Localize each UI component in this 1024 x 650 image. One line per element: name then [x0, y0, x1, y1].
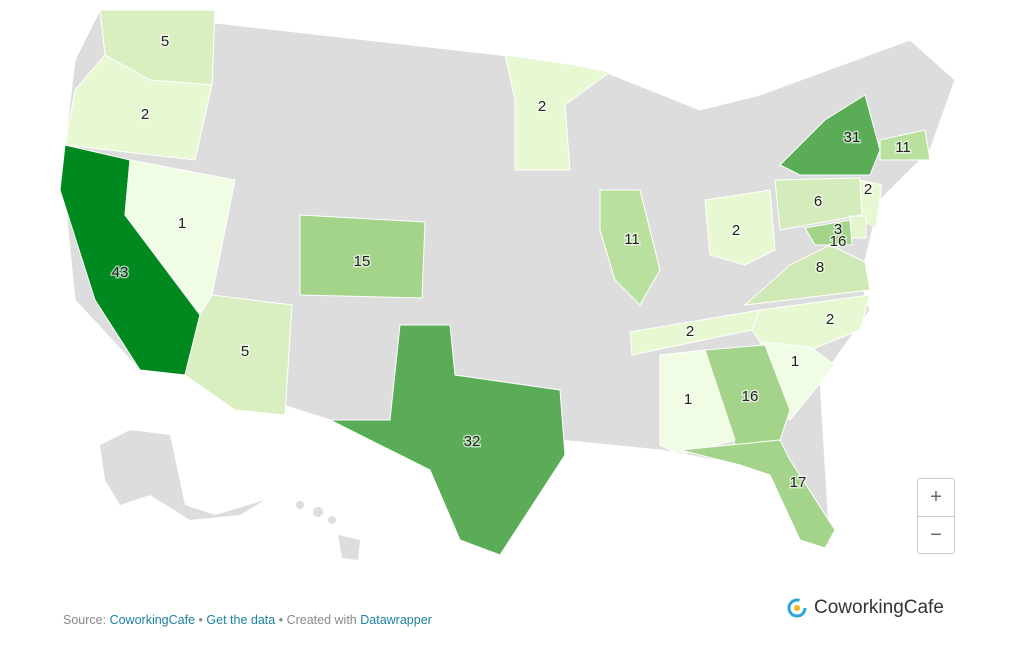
region [849, 215, 867, 239]
footer: Source: CoworkingCafe • Get the data • C… [63, 613, 432, 627]
region [743, 244, 871, 306]
alaska [100, 430, 265, 520]
region [64, 54, 213, 161]
region-label: 32 [464, 433, 481, 450]
region [329, 324, 566, 556]
region-label: 17 [790, 474, 807, 491]
region-label: 16 [742, 388, 759, 405]
region-label: 2 [141, 106, 149, 123]
created-label: Created with [286, 613, 357, 627]
zoom-out-button[interactable]: − [918, 516, 954, 554]
region-label: 5 [241, 343, 249, 360]
data-link[interactable]: Get the data [206, 613, 276, 627]
region [504, 54, 612, 171]
region-label: 5 [161, 33, 169, 50]
region-label: 15 [354, 253, 371, 270]
separator: • [198, 613, 203, 627]
region-label: 6 [814, 193, 822, 210]
region-label: 3 [834, 221, 842, 238]
region-label: 2 [864, 181, 872, 198]
region-label: 1 [791, 353, 799, 370]
region [679, 439, 836, 549]
region [804, 219, 853, 246]
region [184, 294, 293, 416]
region-label: 2 [732, 222, 740, 239]
region-label: 43 [112, 264, 129, 281]
region [124, 159, 236, 313]
region-label: 16 [830, 233, 847, 250]
region [879, 129, 931, 161]
logo: CoworkingCafe [786, 597, 944, 619]
region [599, 189, 661, 306]
separator: • [278, 613, 284, 627]
region-label: 1 [178, 215, 186, 232]
region-label: 11 [895, 139, 911, 156]
regions [59, 9, 931, 556]
logo-icon [787, 598, 807, 618]
zoom-in-button[interactable]: + [930, 486, 942, 508]
region-label: 2 [826, 311, 834, 328]
region-label: 1 [684, 391, 692, 408]
region [299, 214, 426, 299]
tool-link[interactable]: Datawrapper [360, 613, 432, 627]
source-label: Source: [63, 613, 107, 627]
logo-text: CoworkingCafe [814, 597, 944, 618]
region-label: 8 [816, 259, 824, 276]
region [704, 189, 776, 266]
source-link[interactable]: CoworkingCafe [109, 613, 196, 627]
region-label: 31 [844, 129, 861, 146]
zoom-control: + − [917, 478, 955, 554]
region-label: 11 [624, 231, 640, 248]
hawaii [296, 501, 360, 560]
region-label: 2 [538, 98, 546, 115]
region-label: 2 [686, 323, 694, 340]
